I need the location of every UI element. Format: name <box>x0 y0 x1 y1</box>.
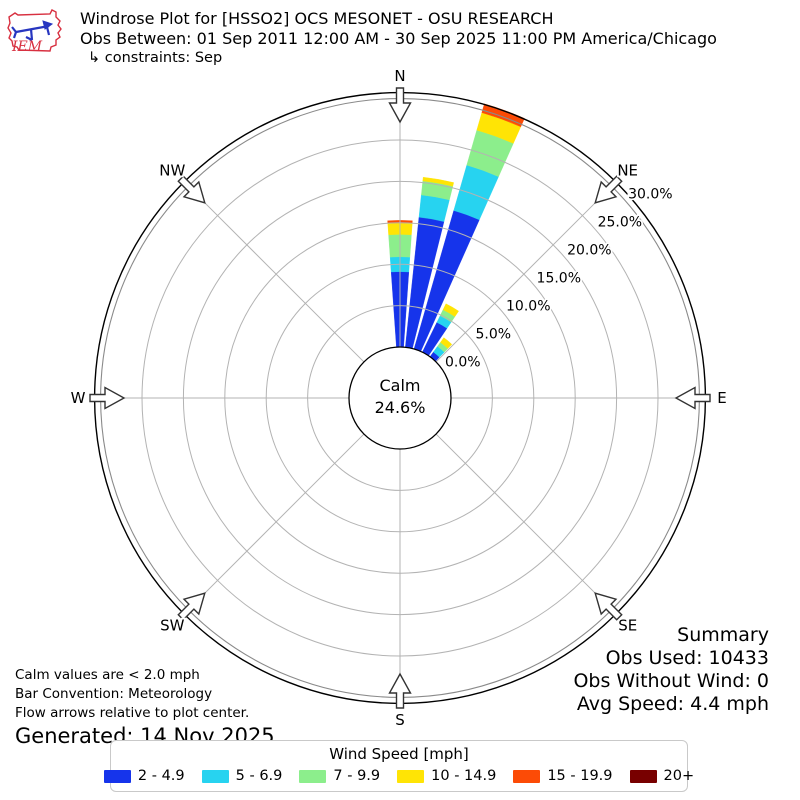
obs-between-subtitle: Obs Between: 01 Sep 2011 12:00 AM - 30 S… <box>80 29 717 48</box>
legend-entry: 20+ <box>629 768 695 784</box>
summary-block: Summary Obs Used: 10433 Obs Without Wind… <box>573 624 769 716</box>
legend-entry-label: 5 - 6.9 <box>235 768 283 784</box>
windrose-bars <box>387 103 525 362</box>
wind-bar-segment <box>440 337 453 349</box>
legend-swatch <box>513 769 541 783</box>
ring-label: 15.0% <box>537 270 581 286</box>
iowa-outline <box>7 9 62 52</box>
compass-label: SW <box>160 617 185 635</box>
wind-bar-segment <box>422 177 454 187</box>
legend-swatch <box>103 769 131 783</box>
legend-entry: 10 - 14.9 <box>397 768 496 784</box>
grid-spoke <box>435 185 613 363</box>
legend-swatch <box>201 769 229 783</box>
summary-obs-without-wind: Obs Without Wind: 0 <box>573 670 769 692</box>
flow-arrow <box>89 386 126 410</box>
legend-title: Wind Speed [mph] <box>329 745 469 763</box>
bar-convention-note: Bar Convention: Meteorology <box>15 686 213 702</box>
flow-arrow <box>388 87 412 124</box>
footnotes: Calm values are < 2.0 mph Bar Convention… <box>15 666 275 748</box>
compass-label: S <box>395 711 405 729</box>
summary-obs-used: Obs Used: 10433 <box>605 647 769 669</box>
grid-spoke <box>187 433 365 611</box>
wind-bar-segment <box>442 303 459 317</box>
compass-label: NW <box>159 161 185 179</box>
legend-swatch <box>629 769 657 783</box>
flow-arrow <box>177 592 206 621</box>
wind-speed-legend: Wind Speed [mph] 2 - 4.9 5 - 6.9 7 - 9.9 10… <box>103 740 694 792</box>
legend-entry-label: 7 - 9.9 <box>333 768 381 784</box>
summary-avg-speed: Avg Speed: 4.4 mph <box>576 693 769 715</box>
flow-arrow <box>674 386 711 410</box>
summary-title: Summary <box>677 624 769 646</box>
legend-entry: 7 - 9.9 <box>299 768 380 784</box>
legend-entry-label: 10 - 14.9 <box>431 768 497 784</box>
compass-label: N <box>394 67 405 85</box>
ring-label: 0.0% <box>445 354 481 370</box>
compass-label: W <box>71 389 86 407</box>
ring-label: 20.0% <box>567 243 611 259</box>
calm-threshold-note: Calm values are < 2.0 mph <box>15 667 200 683</box>
constraints-note: ↳ constraints: Sep <box>88 50 223 66</box>
ring-label: 5.0% <box>475 326 511 342</box>
calm-value: 24.6% <box>375 398 426 417</box>
logo-wordmark: IEM <box>11 39 43 55</box>
ring-label: 25.0% <box>598 215 642 231</box>
legend-entries: 2 - 4.9 5 - 6.9 7 - 9.9 10 - 14.9 15 - 19.9 2… <box>103 768 694 784</box>
compass-label: NE <box>617 161 638 179</box>
iem-logo: IEM <box>7 9 62 55</box>
legend-entry-label: 2 - 4.9 <box>137 768 185 784</box>
compass-label: E <box>717 389 726 407</box>
grid-spoke <box>435 433 613 611</box>
grid-spoke <box>187 185 365 363</box>
compass-label: SE <box>618 617 637 635</box>
legend-swatch <box>397 769 425 783</box>
ring-label: 10.0% <box>506 298 550 314</box>
calm-circle <box>348 346 452 450</box>
legend-entry: 15 - 19.9 <box>513 768 613 784</box>
legend-entry-label: 15 - 19.9 <box>547 768 613 784</box>
flow-arrows-note: Flow arrows relative to plot center. <box>15 705 250 721</box>
header: Windrose Plot for [HSSO2] OCS MESONET - … <box>80 9 717 68</box>
wind-vane-icon <box>11 20 54 41</box>
calm-label: Calm <box>379 376 420 395</box>
flow-arrows <box>89 87 711 709</box>
legend-entry: 2 - 4.9 <box>103 768 185 784</box>
flow-arrow <box>388 672 412 709</box>
flow-arrow <box>177 175 206 204</box>
ring-label: 30.0% <box>628 187 672 203</box>
flow-arrow <box>594 175 623 204</box>
legend-entry: 5 - 6.9 <box>201 768 283 784</box>
legend-entry-label: 20+ <box>663 768 695 784</box>
legend-swatch <box>299 769 327 783</box>
flow-arrow <box>594 592 623 621</box>
page-title: Windrose Plot for [HSSO2] OCS MESONET - … <box>80 9 554 28</box>
